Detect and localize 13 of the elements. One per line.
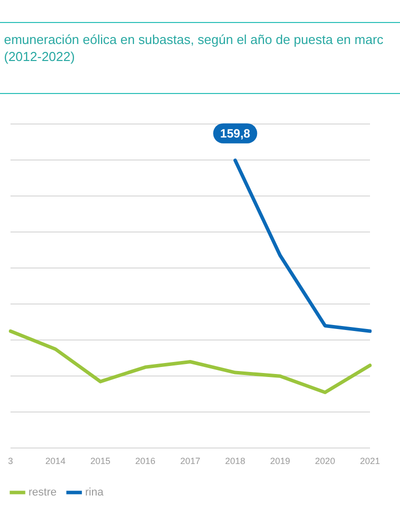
x-tick-label: 2021: [360, 456, 380, 466]
x-tick-label: 2018: [225, 456, 246, 466]
x-tick-label: 2019: [270, 456, 290, 466]
x-tick-label: 2015: [90, 456, 110, 466]
legend-label: restre: [28, 486, 57, 499]
x-tick-label: 2017: [180, 456, 200, 466]
x-tick-label: 2020: [315, 456, 336, 466]
data-label: 159,8: [220, 126, 251, 141]
legend-label: rina: [85, 486, 104, 499]
x-tick-label: 2014: [45, 456, 66, 466]
x-tick-label: 3: [8, 456, 14, 466]
chart-title: emuneración eólica en subastas, según el año de puesta en marc (2012-2022): [0, 22, 400, 94]
x-tick-label: 2016: [135, 456, 156, 466]
